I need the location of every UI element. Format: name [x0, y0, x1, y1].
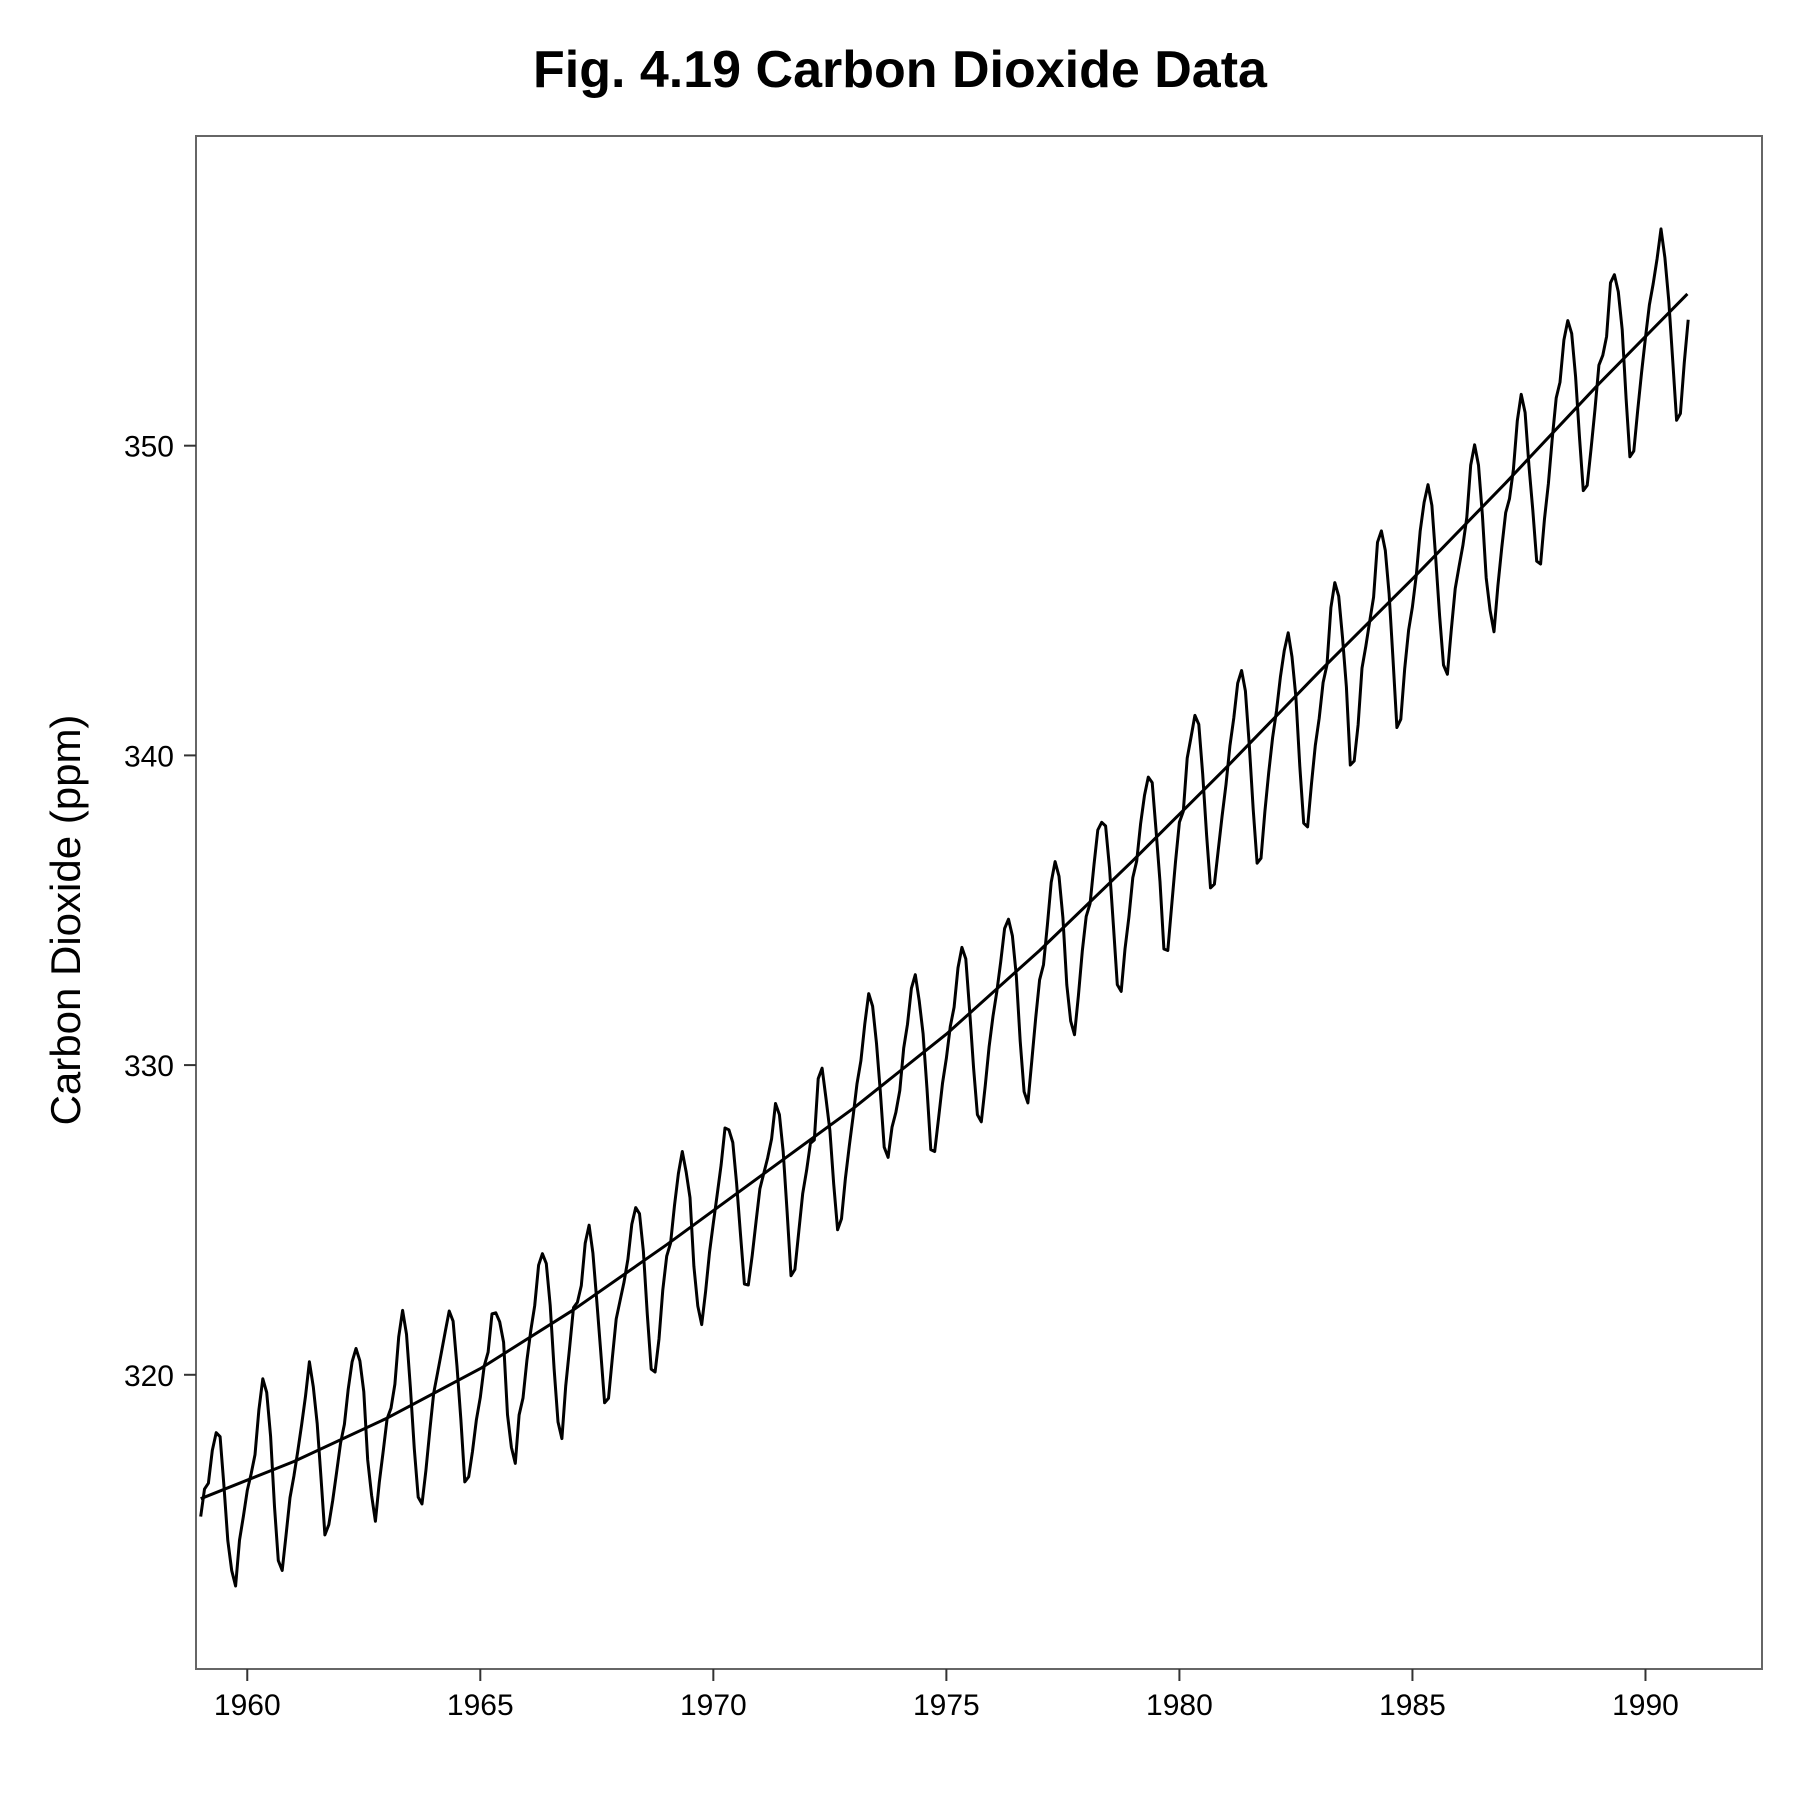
x-axis: 1960 1965 1970 1975 1980 1985 1990	[214, 1669, 1679, 1722]
x-tick-label: 1990	[1612, 1689, 1679, 1722]
x-tick-label: 1970	[680, 1689, 747, 1722]
chart-title: Fig. 4.19 Carbon Dioxide Data	[533, 41, 1267, 99]
y-tick-label: 320	[124, 1360, 174, 1393]
plot-panel	[195, 135, 1763, 1670]
x-tick-label: 1960	[214, 1689, 281, 1722]
y-tick-label: 340	[124, 740, 174, 773]
y-tick-label: 330	[124, 1050, 174, 1083]
y-axis: 320 330 340 350	[124, 431, 196, 1393]
x-tick-label: 1985	[1379, 1689, 1446, 1722]
series-layer	[199, 227, 1690, 1588]
trend-line	[200, 292, 1689, 1501]
x-tick-label: 1975	[913, 1689, 980, 1722]
y-tick-label: 350	[124, 431, 174, 464]
y-axis-label: Carbon Dioxide (ppm)	[42, 715, 89, 1126]
x-tick-label: 1965	[447, 1689, 514, 1722]
co2-series-line	[199, 227, 1690, 1588]
x-tick-label: 1980	[1146, 1689, 1213, 1722]
